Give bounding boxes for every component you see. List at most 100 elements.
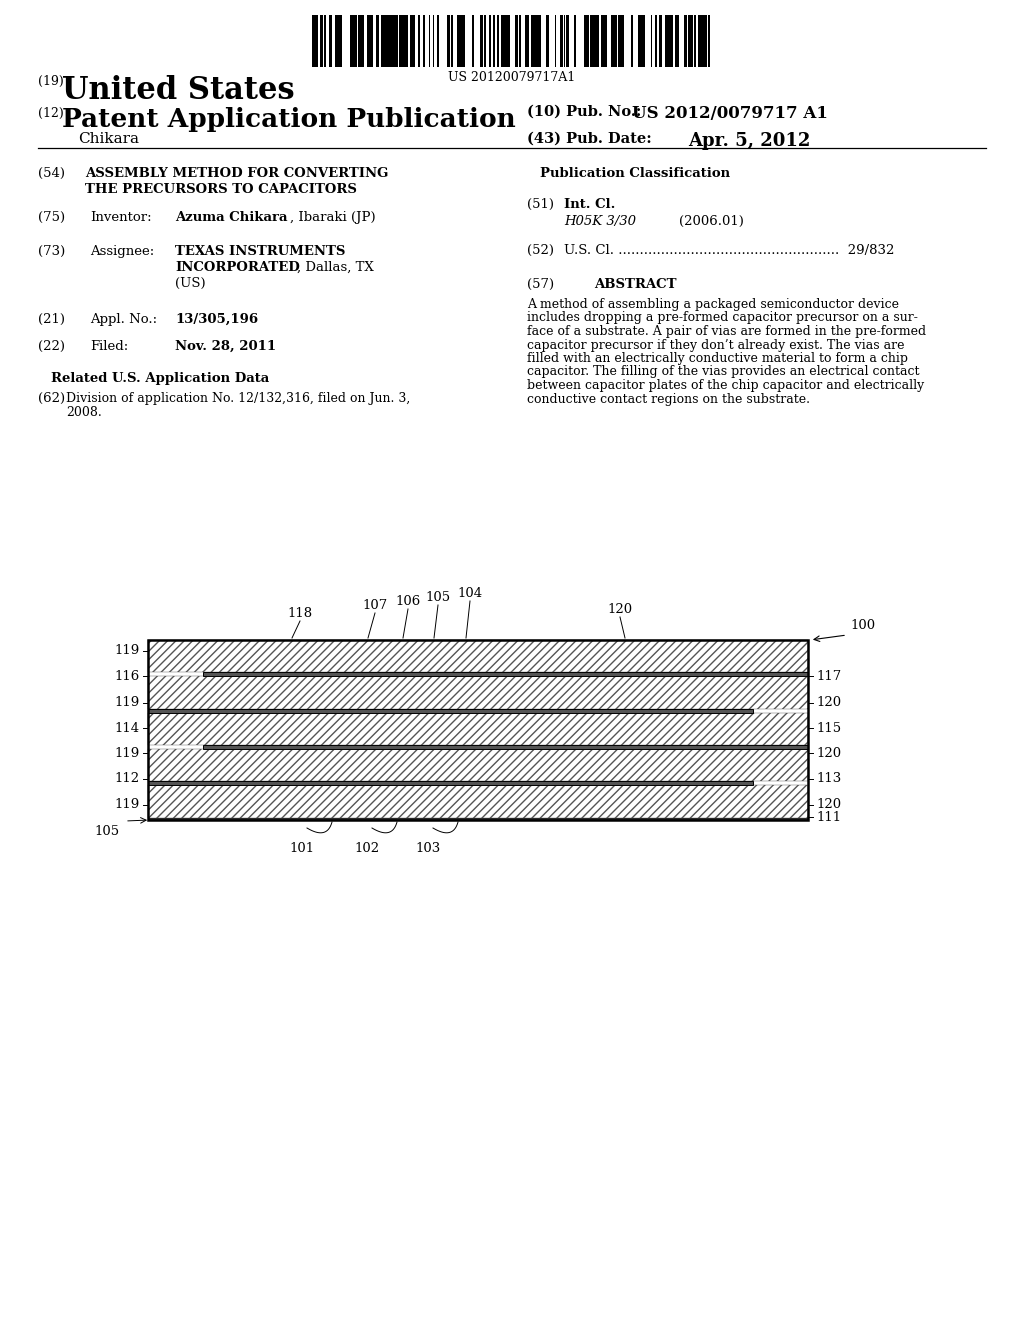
Bar <box>321 15 323 67</box>
Text: 119: 119 <box>115 799 140 812</box>
Text: between capacitor plates of the chip capacitor and electrically: between capacitor plates of the chip cap… <box>527 379 925 392</box>
Text: Publication Classification: Publication Classification <box>540 168 730 180</box>
Text: includes dropping a pre-formed capacitor precursor on a sur-: includes dropping a pre-formed capacitor… <box>527 312 918 325</box>
Bar <box>531 15 534 67</box>
Bar <box>402 15 404 67</box>
Text: Int. Cl.: Int. Cl. <box>564 198 615 211</box>
Text: , Dallas, TX: , Dallas, TX <box>297 261 374 275</box>
Bar <box>314 15 318 67</box>
Bar <box>703 15 706 67</box>
Text: 116: 116 <box>115 669 140 682</box>
Bar <box>203 744 808 748</box>
Bar <box>560 15 563 67</box>
Bar <box>361 15 364 67</box>
Bar <box>329 15 331 67</box>
Text: (57): (57) <box>527 279 554 290</box>
Text: 112: 112 <box>115 772 140 785</box>
Bar <box>631 15 633 67</box>
Bar <box>694 15 696 67</box>
Bar <box>148 713 808 744</box>
Bar <box>383 15 385 67</box>
Bar <box>501 15 505 67</box>
Bar <box>698 15 700 67</box>
Bar <box>437 15 439 67</box>
Bar <box>659 15 662 67</box>
Bar <box>534 15 537 67</box>
Bar <box>525 15 528 67</box>
Text: (10) Pub. No.:: (10) Pub. No.: <box>527 106 641 119</box>
Text: 115: 115 <box>816 722 841 735</box>
Bar <box>515 15 518 67</box>
Bar <box>148 676 808 709</box>
Text: 119: 119 <box>115 747 140 760</box>
Text: 101: 101 <box>290 842 314 855</box>
Bar <box>148 640 808 820</box>
Text: 120: 120 <box>816 747 841 760</box>
Text: Nov. 28, 2011: Nov. 28, 2011 <box>175 341 276 352</box>
Text: 120: 120 <box>816 697 841 710</box>
Bar <box>690 15 693 67</box>
Bar <box>700 15 703 67</box>
Bar <box>463 15 465 67</box>
Text: Assignee:: Assignee: <box>90 246 155 257</box>
Bar <box>367 15 370 67</box>
Bar <box>423 15 425 67</box>
Text: 2008.: 2008. <box>66 407 101 418</box>
Bar <box>489 15 490 67</box>
Text: 117: 117 <box>816 669 842 682</box>
Bar <box>412 15 415 67</box>
Text: Division of application No. 12/132,316, filed on Jun. 3,: Division of application No. 12/132,316, … <box>66 392 411 405</box>
Bar <box>359 15 361 67</box>
Bar <box>148 709 753 713</box>
Text: conductive contact regions on the substrate.: conductive contact regions on the substr… <box>527 392 810 405</box>
Text: US 2012/0079717 A1: US 2012/0079717 A1 <box>632 106 827 121</box>
Bar <box>708 15 710 67</box>
Bar <box>395 15 397 67</box>
Bar <box>148 748 808 781</box>
Text: INCORPORATED: INCORPORATED <box>175 261 300 275</box>
Text: 13/305,196: 13/305,196 <box>175 313 258 326</box>
Bar <box>642 15 645 67</box>
Text: (US): (US) <box>175 277 206 290</box>
Text: (52): (52) <box>527 244 554 257</box>
Text: 102: 102 <box>354 842 380 855</box>
Bar <box>688 15 690 67</box>
Bar <box>665 15 669 67</box>
Text: (54): (54) <box>38 168 65 180</box>
Text: ABSTRACT: ABSTRACT <box>594 279 676 290</box>
Text: U.S. Cl. ....................................................  29/832: U.S. Cl. ...............................… <box>564 244 894 257</box>
Bar <box>335 15 337 67</box>
Bar <box>148 781 753 785</box>
Text: H05K 3/30: H05K 3/30 <box>564 215 636 228</box>
Text: (22): (22) <box>38 341 65 352</box>
Text: Patent Application Publication: Patent Application Publication <box>62 107 516 132</box>
Bar <box>355 15 357 67</box>
Bar <box>451 15 453 67</box>
Text: (73): (73) <box>38 246 66 257</box>
Text: 106: 106 <box>395 595 421 609</box>
Text: 118: 118 <box>288 607 312 620</box>
Text: 105: 105 <box>425 591 451 605</box>
Text: 105: 105 <box>95 825 120 838</box>
Text: (62): (62) <box>38 392 66 405</box>
Bar <box>148 817 808 820</box>
Text: (51): (51) <box>527 198 554 211</box>
Text: 114: 114 <box>115 722 140 735</box>
Text: United States: United States <box>62 75 295 106</box>
Text: face of a substrate. A pair of vias are formed in the pre-formed: face of a substrate. A pair of vias are … <box>527 325 926 338</box>
Bar <box>370 15 373 67</box>
Text: 104: 104 <box>458 587 482 601</box>
Bar <box>592 15 595 67</box>
Bar <box>480 15 483 67</box>
Text: 120: 120 <box>816 799 841 812</box>
Text: 113: 113 <box>816 772 842 785</box>
Bar <box>507 15 510 67</box>
Text: , Ibaraki (JP): , Ibaraki (JP) <box>290 211 376 224</box>
Bar <box>385 15 387 67</box>
Bar <box>387 15 390 67</box>
Bar <box>399 15 402 67</box>
Bar <box>390 15 393 67</box>
Text: Apr. 5, 2012: Apr. 5, 2012 <box>688 132 810 150</box>
Bar <box>493 15 495 67</box>
Text: Inventor:: Inventor: <box>90 211 152 224</box>
